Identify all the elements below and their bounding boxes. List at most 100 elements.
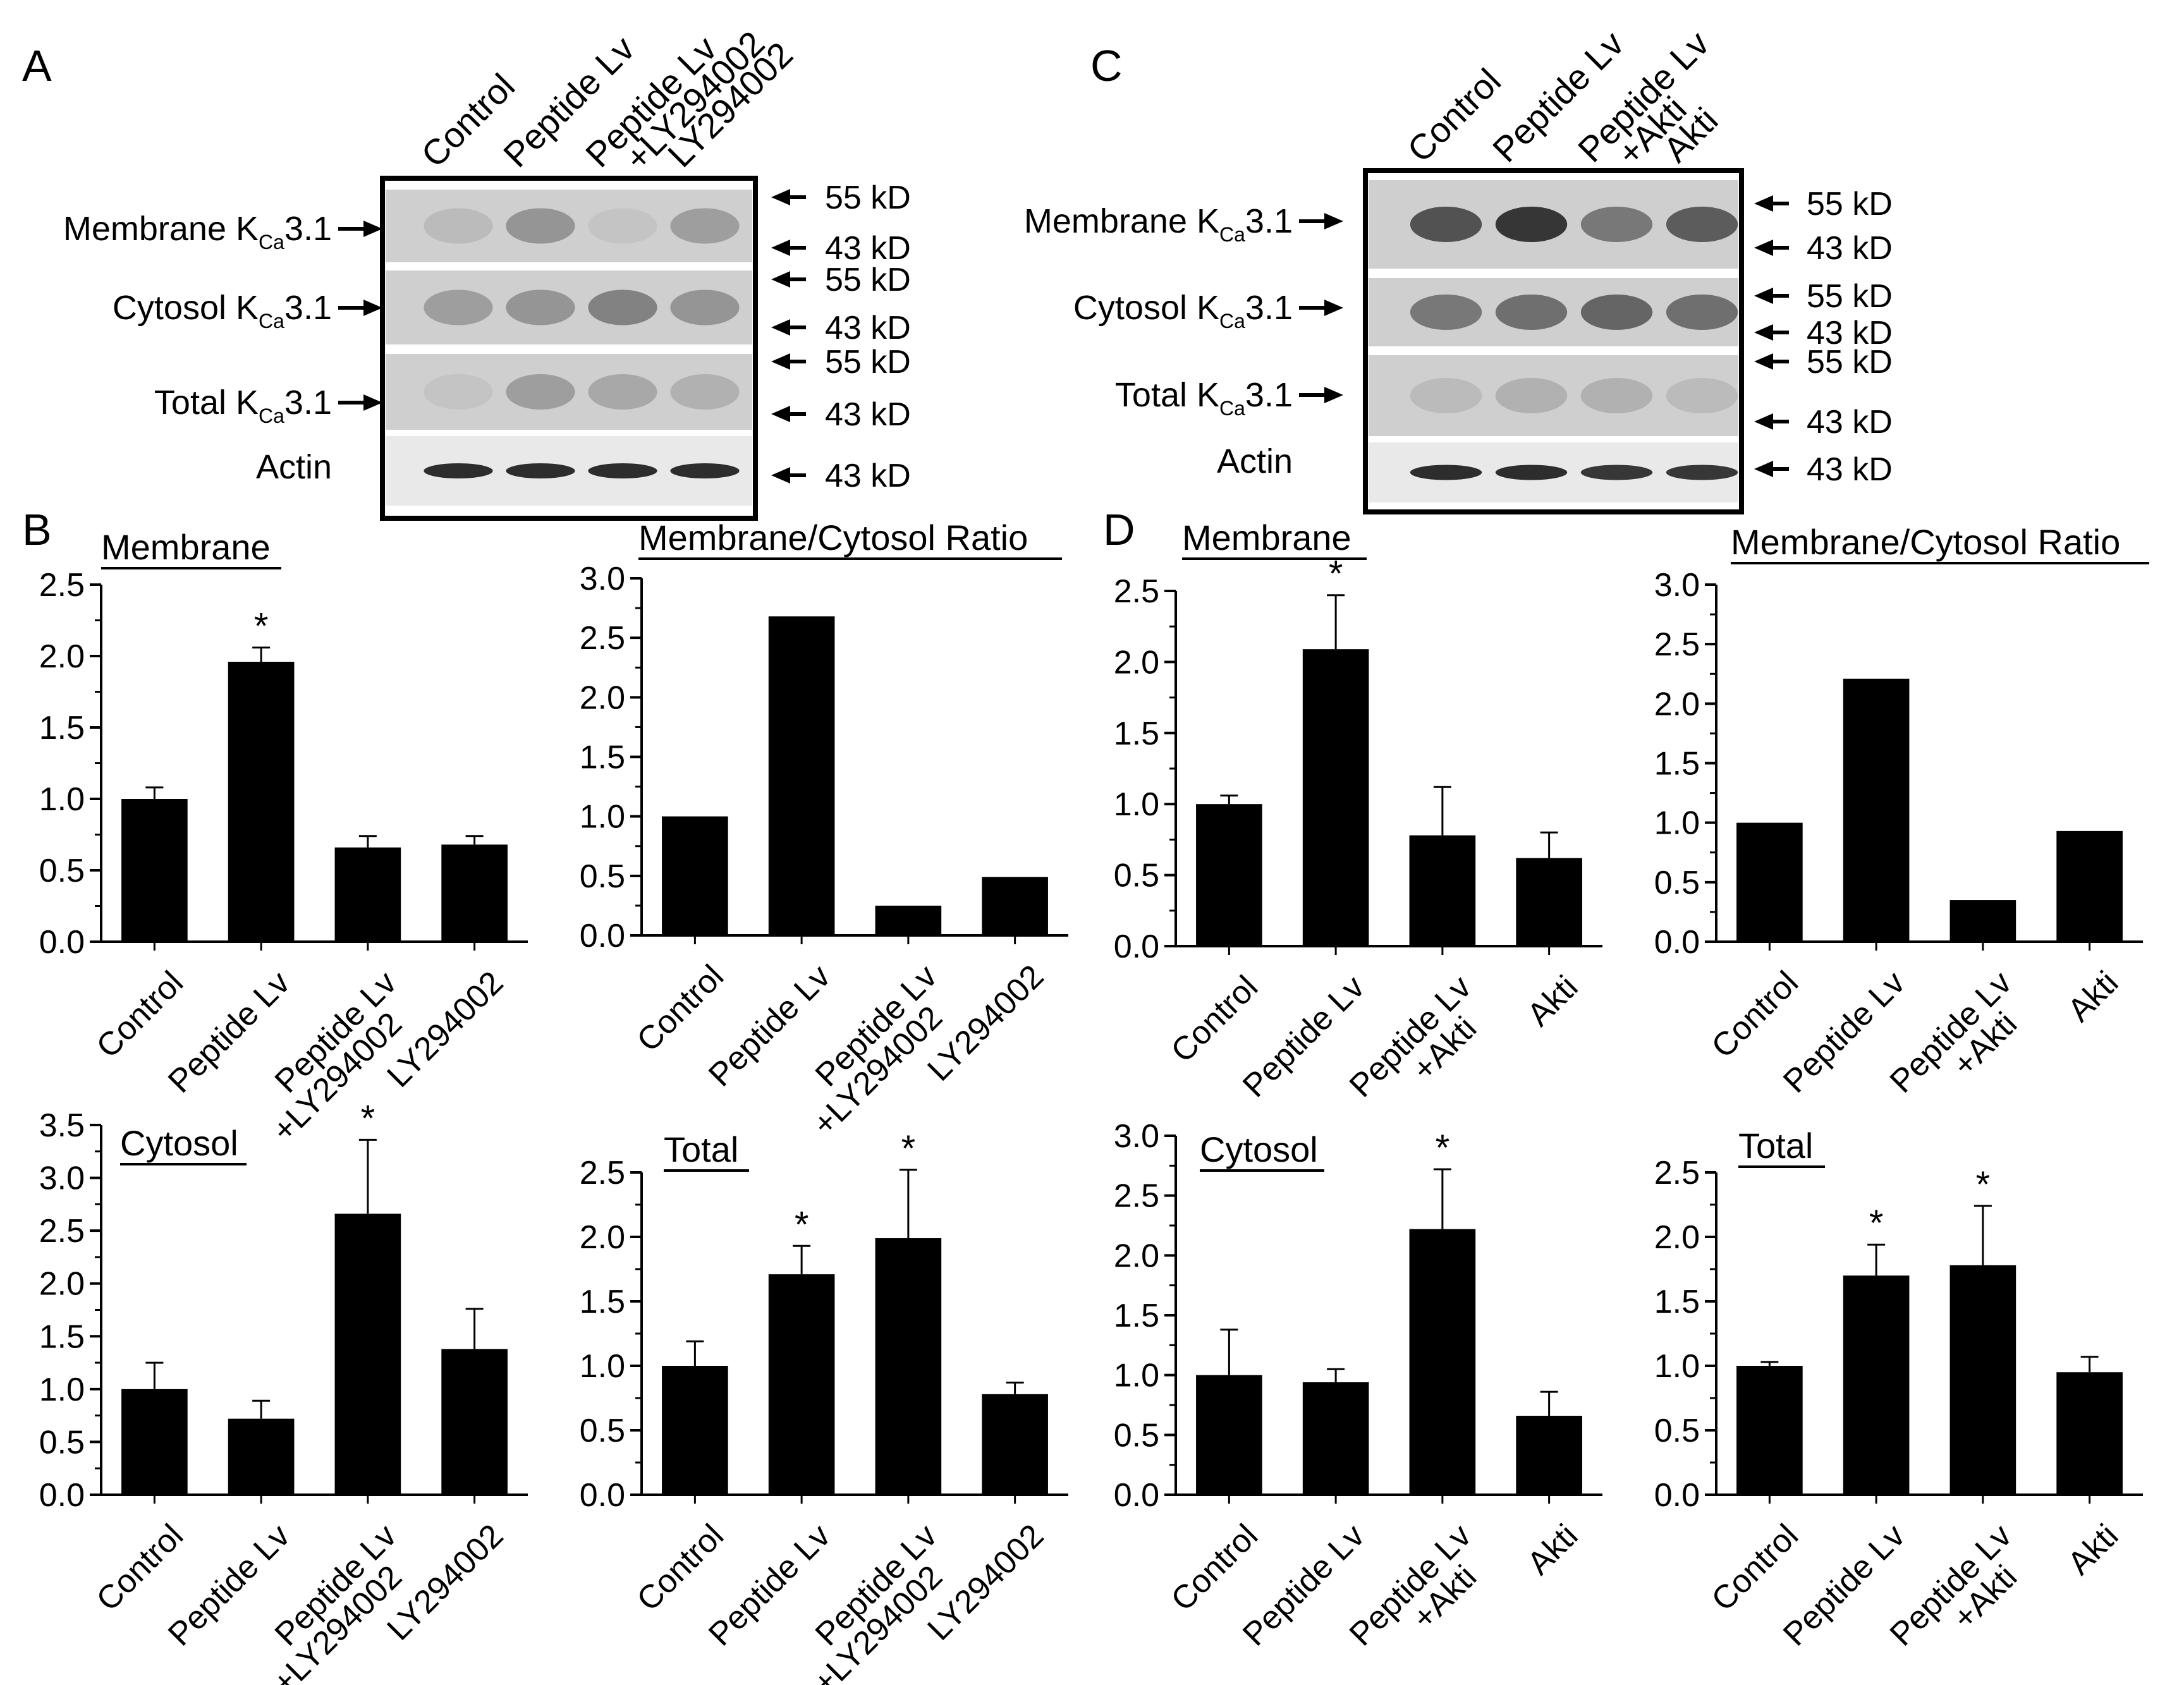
y-tick-label: 2.0 bbox=[1114, 644, 1159, 681]
row-label: Total KCa3.1 bbox=[154, 384, 332, 427]
x-tick-label-line: Control bbox=[1705, 1518, 1806, 1619]
marker-arrow bbox=[771, 406, 806, 422]
marker-label: 43 kD bbox=[1807, 230, 1893, 267]
chart-title: Membrane/Cytosol Ratio bbox=[638, 518, 1028, 557]
y-tick-label: 2.5 bbox=[580, 620, 625, 657]
marker-arrow bbox=[771, 189, 806, 205]
row-label: Membrane KCa3.1 bbox=[1024, 202, 1293, 246]
gel-strip bbox=[386, 190, 752, 262]
y-tick-label: 1.5 bbox=[1114, 1298, 1159, 1334]
y-tick-label: 0.0 bbox=[1654, 1477, 1700, 1514]
gel-band bbox=[506, 374, 575, 410]
y-tick-label: 3.0 bbox=[580, 561, 625, 597]
x-tick-label-line: Akti bbox=[1520, 1518, 1585, 1582]
y-tick-label: 0.0 bbox=[580, 1477, 625, 1514]
x-tick-label-line: Control bbox=[630, 1518, 731, 1619]
row-arrow bbox=[1299, 213, 1343, 229]
gel-band bbox=[1495, 465, 1568, 480]
y-tick-label: 1.5 bbox=[580, 739, 625, 776]
row-label: Actin bbox=[256, 448, 332, 486]
bar bbox=[1196, 804, 1262, 946]
chart-title: Total bbox=[664, 1129, 738, 1169]
row-label: Cytosol KCa3.1 bbox=[113, 289, 332, 332]
gel-band bbox=[424, 289, 493, 325]
y-tick-label: 0.5 bbox=[1114, 858, 1159, 894]
lane-label-line: Control bbox=[413, 66, 522, 174]
x-tick-label-line: Akti bbox=[1520, 969, 1585, 1033]
x-tick-label: Akti bbox=[1520, 1518, 1585, 1582]
y-tick-label: 2.0 bbox=[1654, 686, 1700, 722]
x-tick-label: Control bbox=[90, 964, 191, 1066]
x-tick-label: Control bbox=[630, 958, 731, 1059]
gel-band bbox=[1495, 207, 1568, 242]
marker-arrow bbox=[1754, 288, 1789, 304]
y-tick-label: 1.0 bbox=[1654, 1348, 1700, 1385]
bar bbox=[121, 799, 188, 942]
bar bbox=[2056, 830, 2123, 942]
bar bbox=[1736, 822, 1803, 942]
x-tick-label: Control bbox=[1705, 1518, 1806, 1619]
bar bbox=[875, 1238, 942, 1495]
gel-band bbox=[506, 208, 575, 244]
gel-strip bbox=[1369, 180, 1738, 269]
y-tick-label: 1.0 bbox=[580, 1348, 625, 1385]
gel-band bbox=[424, 463, 493, 478]
bar bbox=[1843, 678, 1910, 942]
gel-band bbox=[588, 463, 657, 478]
marker-arrow bbox=[1754, 461, 1789, 477]
bar-charts: Membrane0.00.51.01.52.02.5Control*Peptid… bbox=[39, 518, 2149, 1685]
x-tick-label: Akti bbox=[2061, 964, 2125, 1029]
y-tick-label: 2.5 bbox=[39, 1213, 85, 1250]
bar bbox=[228, 1418, 295, 1495]
bar bbox=[1516, 1416, 1582, 1495]
chart-d-ratio: Membrane/Cytosol Ratio 0.0 0.5 1.0 1.5 2.0 2.5… bbox=[1654, 522, 2149, 1100]
y-tick-label: 1.5 bbox=[39, 710, 85, 746]
gel-band bbox=[424, 208, 493, 244]
bar bbox=[441, 844, 508, 942]
lane-label: Control bbox=[1400, 61, 1508, 169]
bar bbox=[1409, 835, 1476, 946]
marker-arrow bbox=[1754, 195, 1789, 212]
marker-label: 43 kD bbox=[825, 310, 911, 346]
gel-strip bbox=[386, 436, 752, 506]
marker-label: 43 kD bbox=[825, 230, 911, 267]
gel-band bbox=[670, 208, 740, 244]
x-tick-label-line: Akti bbox=[2061, 964, 2125, 1029]
y-tick-label: 0.0 bbox=[1114, 928, 1159, 965]
row-arrow bbox=[338, 221, 382, 237]
panel-letter-a: A bbox=[22, 41, 52, 90]
y-tick-label: 1.5 bbox=[1654, 746, 1700, 782]
x-tick-label-line: Control bbox=[90, 1518, 191, 1619]
marker-label: 55 kD bbox=[1807, 344, 1893, 380]
y-tick-label: 1.0 bbox=[1114, 1358, 1159, 1394]
gel-band bbox=[1580, 378, 1653, 413]
row-label: Total KCa3.1 bbox=[1115, 376, 1293, 420]
x-tick-label-line: Control bbox=[630, 958, 731, 1059]
bar bbox=[1409, 1229, 1476, 1495]
row-arrow bbox=[338, 394, 382, 411]
chart-d-membrane: Membrane0.00.51.01.52.02.5Control*Peptid… bbox=[1114, 518, 1602, 1105]
bar bbox=[334, 847, 401, 942]
bar bbox=[228, 662, 295, 942]
significance-star: * bbox=[1869, 1203, 1884, 1244]
y-tick-label: 2.0 bbox=[39, 1266, 85, 1303]
x-tick-label-line: Control bbox=[1164, 1518, 1266, 1619]
bar bbox=[1949, 900, 2016, 942]
x-tick-label-line: Control bbox=[1705, 964, 1806, 1066]
panel-letter-b: B bbox=[22, 505, 52, 554]
gel-band bbox=[1580, 207, 1653, 242]
gel-band bbox=[588, 374, 657, 410]
row-arrow bbox=[338, 300, 382, 316]
significance-star: * bbox=[1329, 554, 1343, 595]
y-tick-label: 0.5 bbox=[39, 1424, 85, 1461]
x-tick-label: Control bbox=[90, 1518, 191, 1619]
bar bbox=[768, 1274, 835, 1495]
gel-band bbox=[1410, 295, 1482, 330]
gel-band bbox=[588, 208, 657, 244]
y-tick-label: 3.0 bbox=[39, 1160, 85, 1197]
gel-band bbox=[1666, 378, 1738, 413]
y-tick-label: 2.5 bbox=[1654, 1155, 1700, 1191]
marker-arrow bbox=[1754, 353, 1789, 370]
